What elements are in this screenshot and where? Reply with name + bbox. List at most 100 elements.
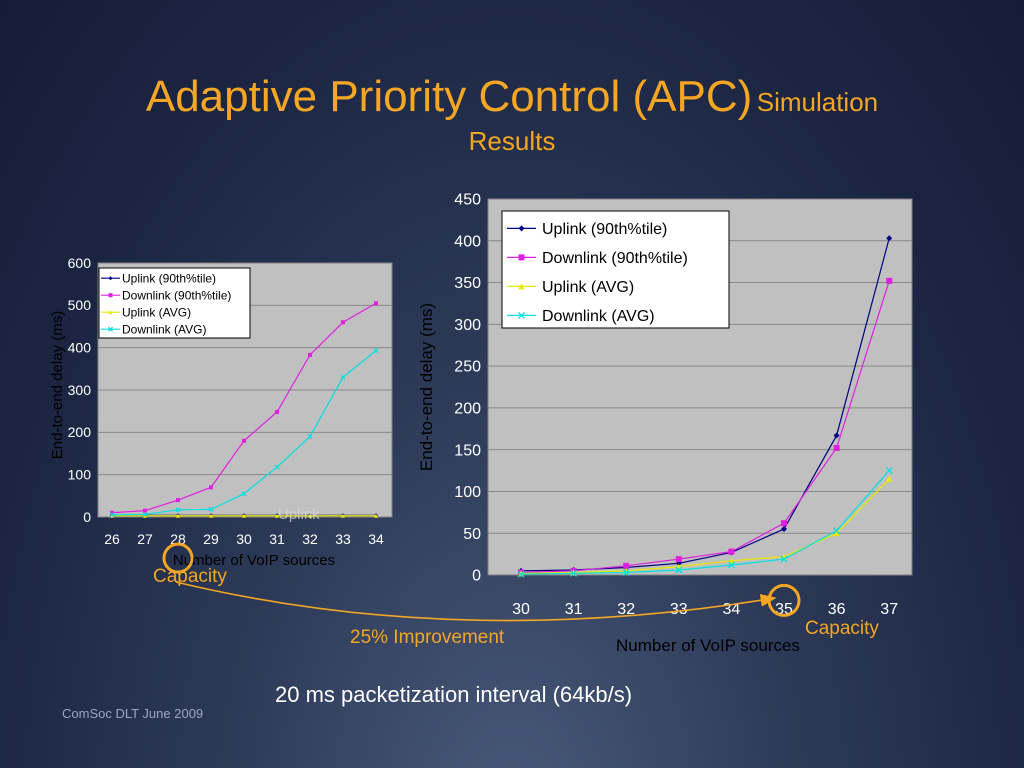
data-point (833, 527, 841, 535)
title-sub: Simulation (756, 87, 879, 117)
legend-marker (108, 293, 113, 298)
slide-title: Adaptive Priority Control (APC) Simulati… (0, 72, 1024, 156)
x-tick-label: 34 (368, 531, 384, 547)
data-point (675, 566, 683, 574)
x-tick-label: 31 (565, 601, 583, 618)
y-axis-title: End-to-end delay (ms) (49, 311, 66, 459)
y-tick-label: 100 (454, 484, 481, 501)
data-point (675, 556, 682, 563)
series-line (520, 470, 890, 575)
series-line (520, 280, 890, 574)
x-tick-label: 33 (335, 531, 351, 547)
data-point (886, 235, 893, 242)
data-point (275, 410, 279, 415)
legend-label: Downlink (AVG) (542, 308, 655, 325)
x-tick-label: 31 (269, 531, 285, 547)
data-point (275, 513, 279, 518)
data-point (833, 530, 840, 537)
x-tick-label: 27 (137, 531, 153, 547)
legend-label: Uplink (90th%tile) (122, 271, 216, 285)
legend-label: Uplink (AVG) (122, 305, 191, 319)
legend-label: Downlink (90th%tile) (542, 250, 688, 267)
x-tick-label: 37 (880, 601, 898, 618)
data-point (208, 506, 214, 512)
data-point (176, 498, 180, 503)
left-chart: 0 100 200 300 400 500 600 26 27 28 29 30 31 32 33 34 Upl… (49, 255, 393, 574)
y-tick-label: 50 (463, 526, 481, 543)
y-tick-label: 250 (454, 359, 481, 376)
x-tick-label: 30 (512, 601, 530, 618)
y-tick-label: 0 (472, 568, 481, 585)
y-tick-label: 300 (68, 382, 92, 398)
x-tick-label: 30 (236, 531, 252, 547)
data-point (143, 513, 147, 518)
data-point (175, 507, 181, 513)
data-point (242, 513, 246, 518)
legend-label: Downlink (AVG) (122, 322, 206, 336)
data-point (374, 513, 378, 518)
caption: 20 ms packetization interval (64kb/s) (275, 682, 633, 707)
data-point (109, 512, 115, 518)
data-point (143, 508, 147, 513)
legend-marker (108, 326, 113, 332)
data-point (570, 569, 578, 577)
x-tick-label: 26 (104, 531, 120, 547)
y-tick-label: 300 (454, 317, 481, 334)
data-point (340, 374, 346, 380)
data-point (781, 526, 787, 533)
data-point (622, 569, 630, 576)
data-point (728, 548, 735, 555)
legend-marker (518, 283, 525, 290)
x-tick-label: 33 (670, 601, 688, 618)
data-point (833, 432, 840, 439)
y-tick-label: 0 (83, 509, 91, 525)
data-point (110, 510, 114, 515)
capacity-circle (162, 542, 194, 574)
data-point (307, 434, 313, 440)
improvement-label: 25% Improvement (350, 627, 505, 648)
data-point (886, 277, 893, 284)
footer: ComSoc DLT June 2009 (62, 706, 204, 721)
data-point (373, 348, 379, 354)
legend-marker (108, 276, 113, 281)
data-point (308, 513, 312, 518)
y-tick-label: 450 (454, 192, 481, 209)
data-point (308, 352, 312, 357)
legend-marker (518, 225, 525, 232)
legend-label: Uplink (AVG) (542, 279, 634, 296)
data-point (176, 513, 180, 518)
y-tick-label: 400 (68, 340, 92, 356)
x-tick-label: 32 (302, 531, 318, 547)
x-axis-title: Number of VoIP sources (616, 636, 800, 655)
data-point (833, 444, 840, 451)
y-tick-label: 600 (68, 255, 92, 271)
x-tick-label: 28 (170, 531, 186, 547)
data-point (209, 485, 213, 490)
x-tick-label: 36 (828, 601, 846, 618)
data-point (623, 562, 630, 569)
right-capacity-label: Capacity (805, 618, 879, 639)
data-point (886, 475, 893, 482)
data-point (274, 464, 280, 470)
legend-marker (108, 310, 113, 315)
data-point (341, 320, 345, 325)
title-main: Adaptive Priority Control (APC) (145, 72, 753, 121)
data-point (209, 513, 213, 518)
data-point (374, 301, 378, 306)
y-tick-label: 200 (68, 424, 92, 440)
y-tick-label: 400 (454, 233, 481, 250)
data-point (517, 570, 525, 578)
data-point (781, 520, 787, 527)
legend-label: Downlink (90th%tile) (122, 288, 231, 302)
legend-box (501, 210, 730, 329)
title-sub-2: Results (468, 125, 556, 156)
improvement-arrow (175, 581, 777, 622)
legend-label: Uplink (90th%tile) (542, 221, 667, 238)
data-point (341, 513, 345, 518)
data-point (727, 561, 735, 569)
legend-box (98, 267, 251, 339)
series-line (520, 478, 890, 574)
data-point (142, 512, 148, 517)
x-tick-label: 32 (617, 601, 635, 618)
y-tick-label: 150 (454, 442, 481, 459)
